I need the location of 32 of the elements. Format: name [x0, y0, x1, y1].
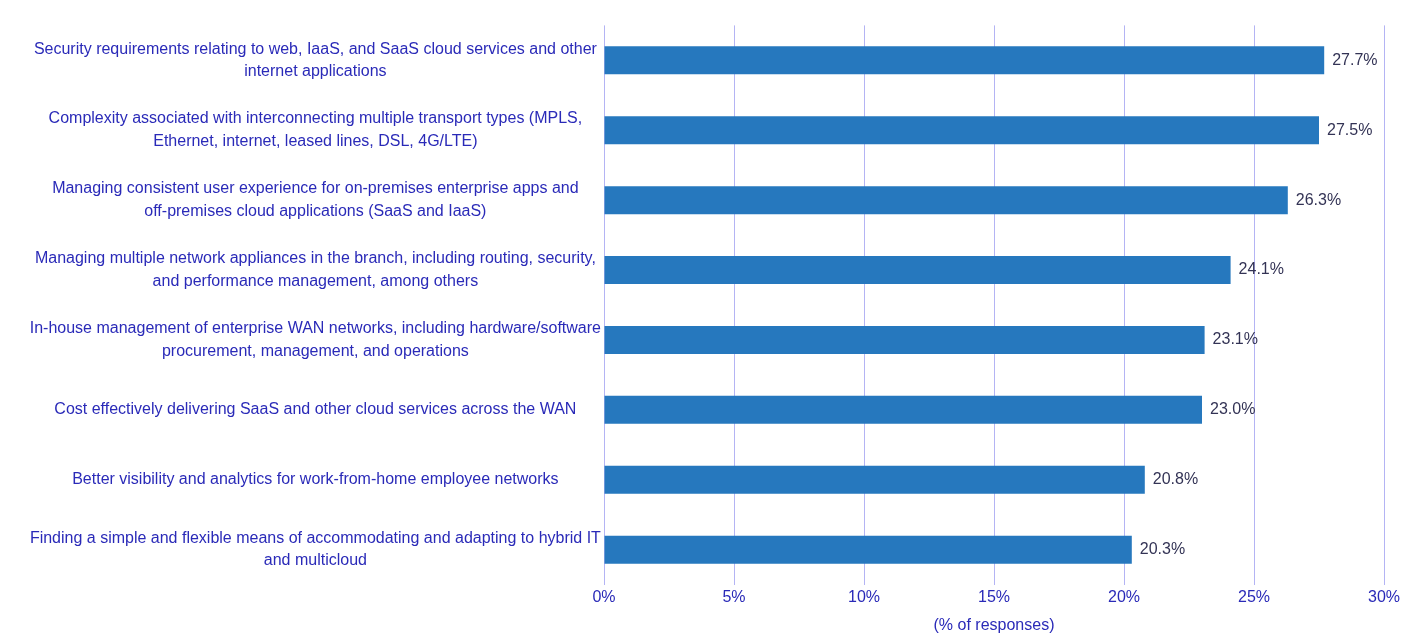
y-tick-label: Complexity associated with interconnecting multiple transport types (MPLS, Ethernet, internet, leased lines, DSL, 4G/LTE)	[48, 109, 583, 149]
y-tick-label: Managing multiple network appliances in the branch, including routing, security, and performance management, among others	[34, 249, 596, 289]
data-label: 27.5%	[1327, 120, 1373, 138]
y-tick-label: Managing consistent user experience for on-premises enterprise apps and off-premises cloud applications (SaaS and IaaS)	[52, 179, 579, 219]
y-tick-label: Finding a simple and flexible means of accommodating and adapting to hybrid IT and multicloud	[29, 528, 602, 569]
bar	[604, 465, 1145, 494]
data-label: 24.1%	[1238, 260, 1284, 278]
x-tick-label: 25%	[1237, 587, 1271, 605]
y-tick-label: In-house management of enterprise WAN networks, including hardware/software procurement, management, and operations	[29, 319, 602, 359]
x-axis-title: (% of responses)	[933, 615, 1055, 633]
x-tick-label: 10%	[847, 587, 881, 605]
data-label: 27.7%	[1332, 50, 1378, 68]
bar	[604, 256, 1231, 285]
bar	[604, 395, 1202, 424]
x-tick-label: 0%	[592, 587, 616, 605]
bar	[604, 535, 1132, 564]
x-tick-label: 30%	[1367, 587, 1401, 605]
data-label: 20.8%	[1152, 470, 1199, 488]
x-tick-label: 15%	[977, 587, 1011, 605]
bar	[604, 46, 1325, 75]
y-tick-label: Cost effectively delivering SaaS and other cloud services across the WAN	[54, 400, 577, 418]
bar	[604, 325, 1205, 354]
bar	[604, 116, 1319, 145]
data-label: 23.0%	[1210, 400, 1256, 418]
y-tick-label: Security requirements relating to web, IaaS, and SaaS cloud services and other internet applications	[33, 39, 598, 79]
data-label: 26.3%	[1295, 190, 1342, 208]
data-label: 23.1%	[1212, 330, 1258, 348]
x-tick-label: 5%	[722, 587, 746, 605]
bar	[604, 186, 1288, 215]
data-label: 20.3%	[1139, 540, 1186, 558]
x-tick-label: 20%	[1107, 587, 1141, 605]
y-tick-label: Better visibility and analytics for work-from-home employee networks	[72, 470, 559, 488]
